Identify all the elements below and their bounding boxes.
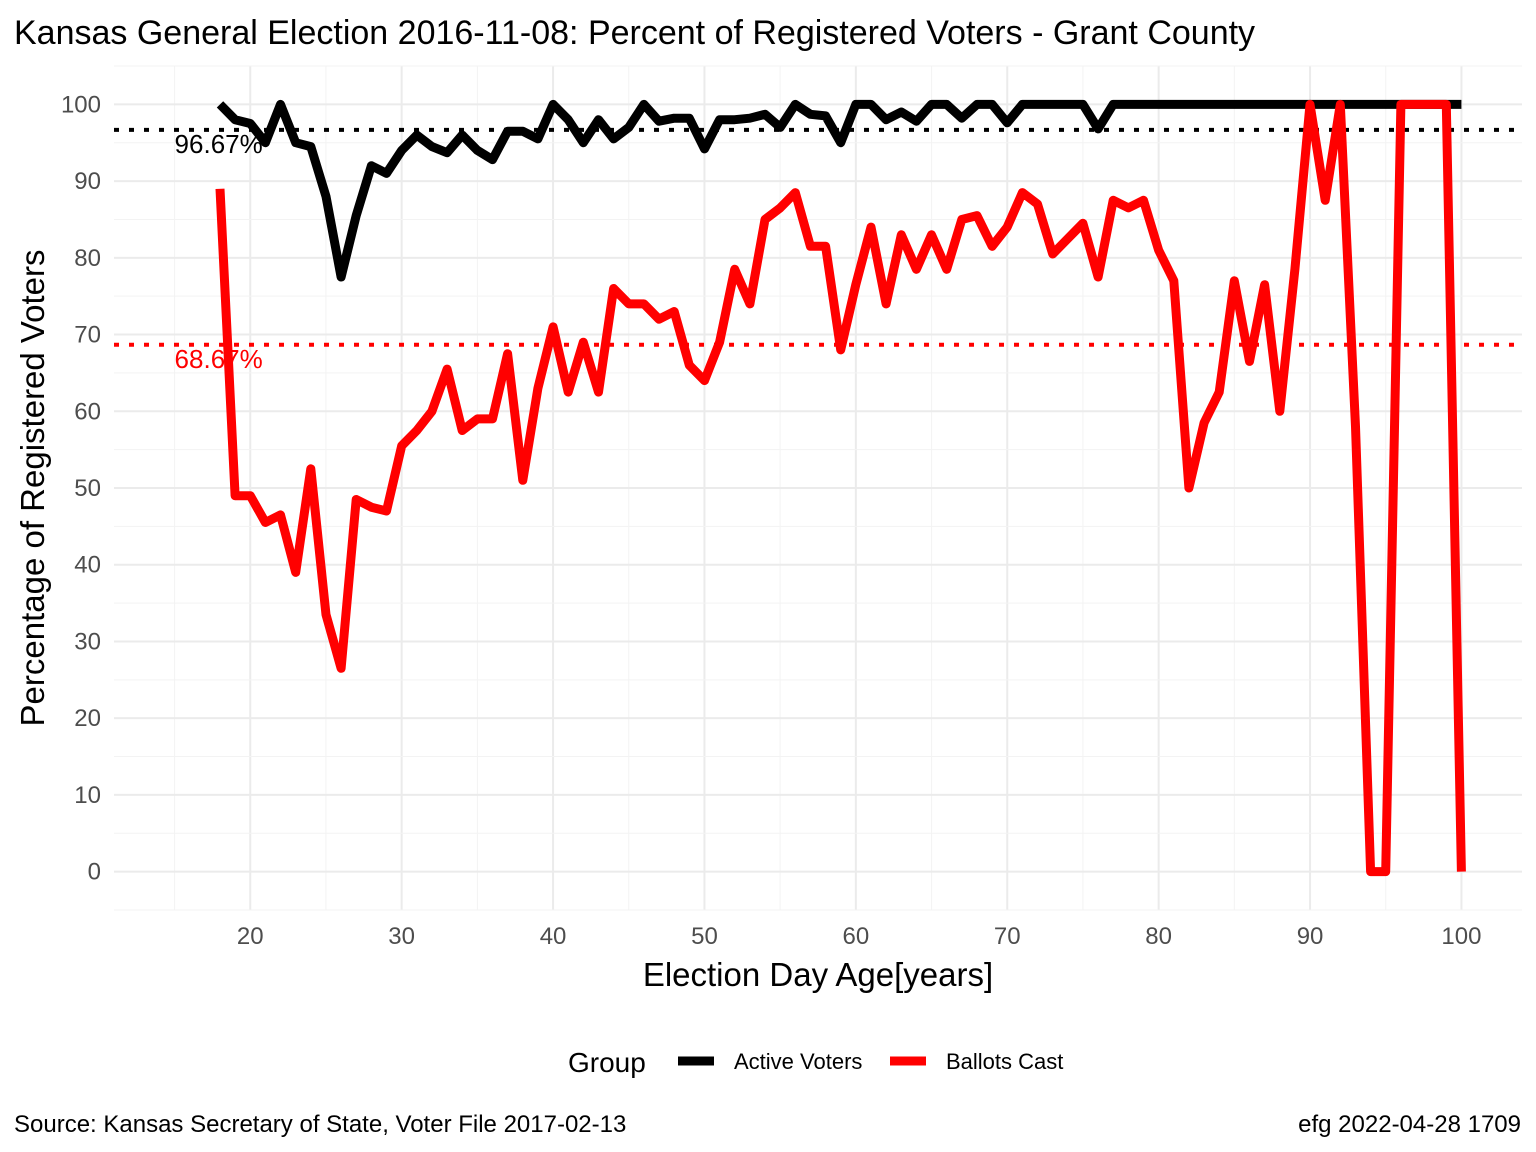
x-tick-label: 60 [842,923,869,950]
x-tick-label: 90 [1297,923,1324,950]
x-tick-label: 70 [994,923,1021,950]
reference-line-label: 96.67% [175,129,263,159]
reference-labels: 96.67% 68.67% [175,129,263,374]
x-tick-label: 80 [1145,923,1172,950]
legend-label-ballots-cast: Ballots Cast [946,1049,1063,1074]
series-lines [215,99,1466,877]
y-tick-label: 20 [74,705,101,732]
series-line [215,99,1466,877]
y-axis-ticks: 0 10 20 30 40 50 60 70 80 90 100 [61,91,101,885]
chart-title: Kansas General Election 2016-11-08: Perc… [14,14,1255,52]
x-tick-label: 50 [691,923,718,950]
y-tick-label: 10 [74,782,101,809]
legend-label-active-voters: Active Voters [734,1049,862,1074]
x-tick-label: 40 [540,923,567,950]
x-tick-label: 20 [237,923,264,950]
source-caption: Source: Kansas Secretary of State, Voter… [14,1111,626,1138]
series-line [216,99,1462,282]
y-tick-label: 0 [88,859,101,886]
y-tick-label: 90 [74,168,101,195]
y-tick-label: 40 [74,552,101,579]
reference-line-label: 68.67% [175,344,263,374]
x-tick-label: 100 [1441,923,1481,950]
y-tick-label: 100 [61,91,101,118]
x-axis-ticks: 20 30 40 50 60 70 80 90 100 [237,923,1482,950]
y-tick-label: 70 [74,322,101,349]
x-axis-title: Election Day Age[years] [643,956,993,993]
y-tick-label: 50 [74,475,101,502]
legend: Group Active Voters Ballots Cast [568,1047,1063,1078]
credit-caption: efg 2022-04-28 1709 [1298,1111,1521,1138]
y-axis-title: Percentage of Registered Voters [14,250,51,727]
y-tick-label: 30 [74,628,101,655]
legend-title: Group [568,1047,646,1078]
y-tick-label: 80 [74,245,101,272]
x-tick-label: 30 [388,923,415,950]
y-tick-label: 60 [74,398,101,425]
